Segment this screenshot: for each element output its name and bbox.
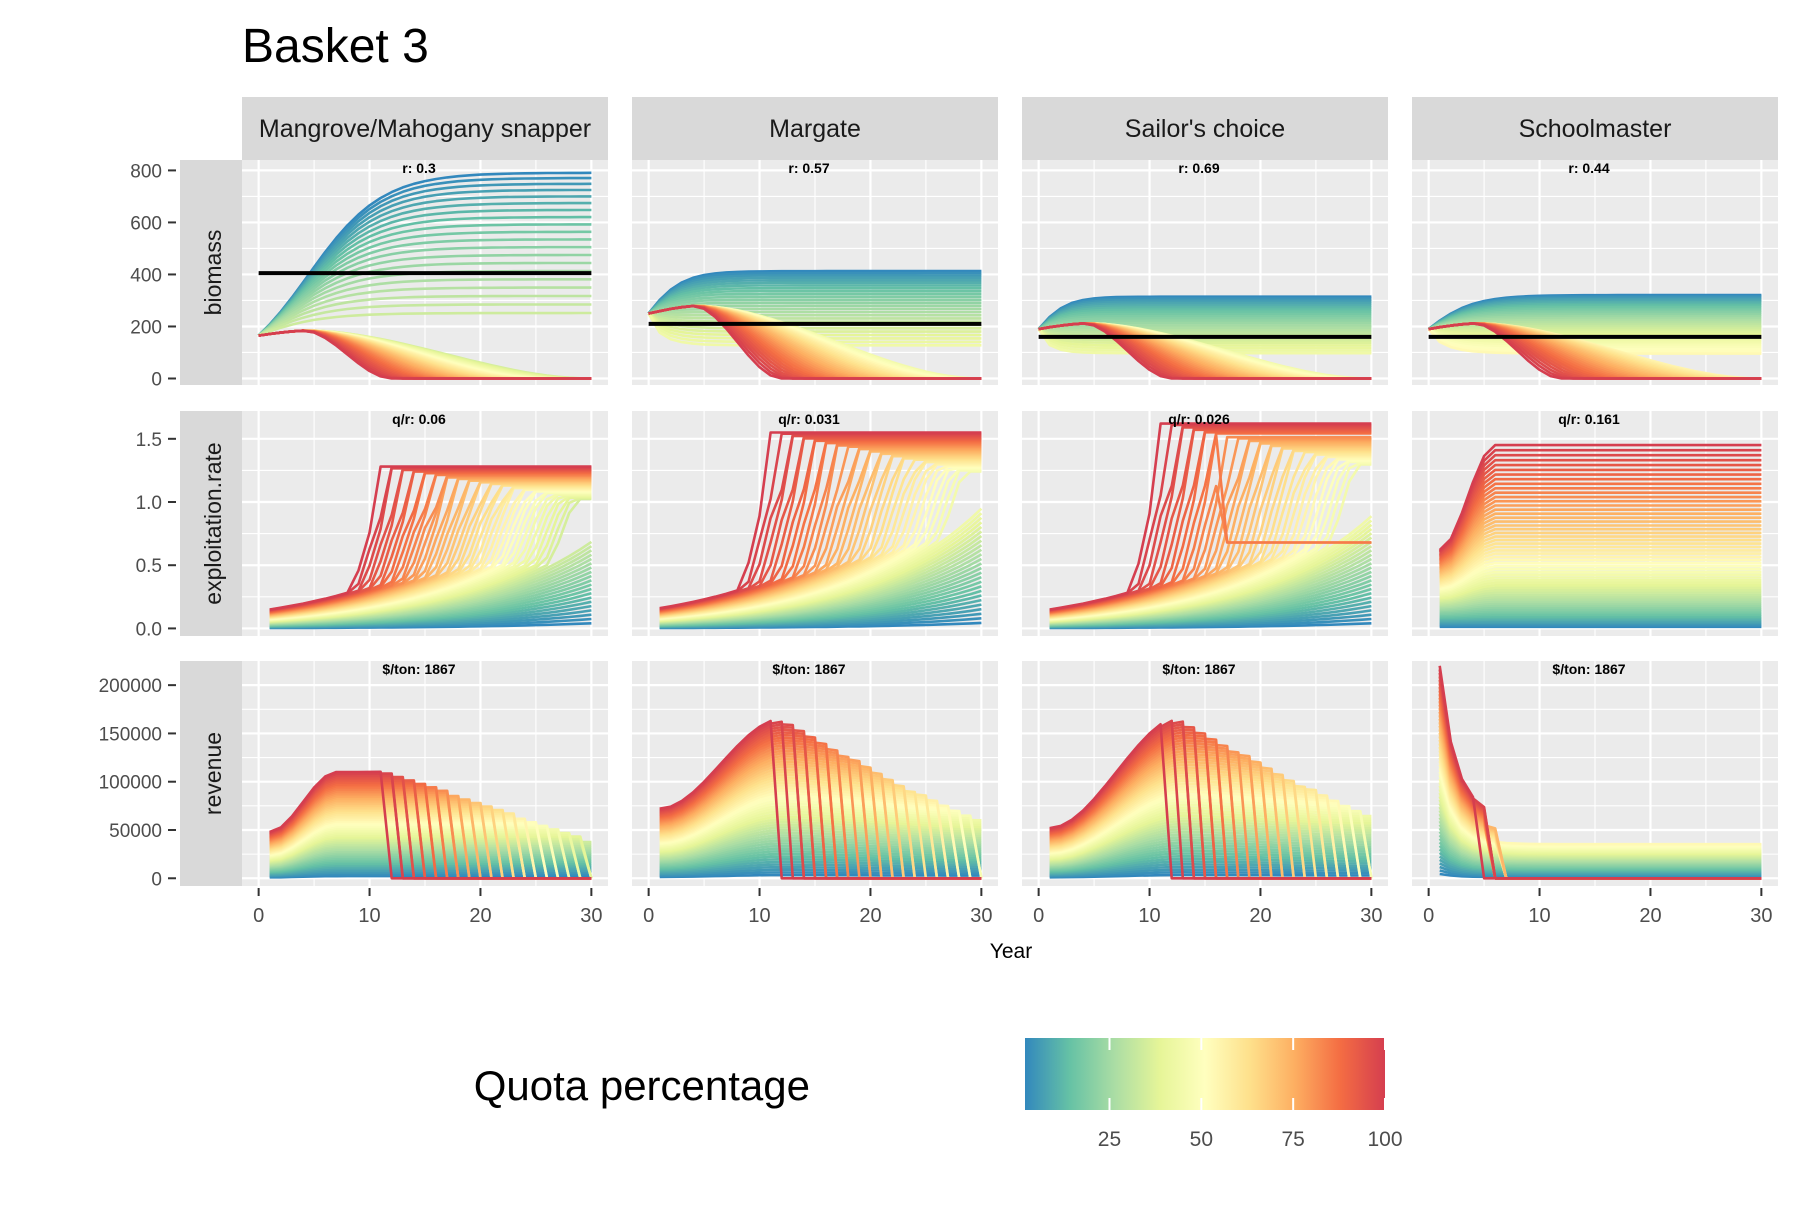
x-tick-label: 0 — [253, 905, 264, 927]
x-tick-label: 20 — [859, 905, 881, 927]
y-tick-label: 400 — [130, 265, 162, 286]
y-tick-label: 100000 — [99, 773, 162, 794]
x-tick-label: 30 — [1360, 905, 1382, 927]
series-line — [649, 312, 982, 314]
y-tick-label: 1.0 — [136, 493, 162, 514]
panel: $/ton: 1867 — [242, 661, 608, 886]
panel-annotation: r: 0.69 — [1178, 160, 1219, 176]
legend-tick-label: 75 — [1281, 1128, 1304, 1151]
x-tick-label: 20 — [1639, 905, 1661, 927]
panel: $/ton: 1867 — [1022, 661, 1388, 886]
x-tick-label: 30 — [580, 905, 602, 927]
panel: q/r: 0.161 — [1412, 411, 1778, 636]
panel: q/r: 0.026 — [1022, 411, 1388, 636]
panel-annotation: $/ton: 1867 — [1162, 661, 1235, 677]
panel-annotation: r: 0.3 — [402, 160, 436, 176]
panel-annotation: $/ton: 1867 — [772, 661, 845, 677]
x-tick-label: 10 — [358, 905, 380, 927]
column-strip-label: Schoolmaster — [1519, 115, 1672, 143]
x-tick-label: 0 — [1423, 905, 1434, 927]
legend-tick-label: 100 — [1367, 1128, 1402, 1151]
panel-annotation: r: 0.44 — [1568, 160, 1609, 176]
row-strip-label: biomass — [200, 230, 226, 316]
x-tick-label: 30 — [970, 905, 992, 927]
y-tick-label: 800 — [130, 161, 162, 182]
legend-tick-label: 50 — [1190, 1128, 1213, 1151]
series-line — [1440, 620, 1762, 621]
series-line — [1440, 616, 1762, 617]
panel-annotation: q/r: 0.06 — [392, 411, 446, 427]
panel: r: 0.44 — [1412, 160, 1778, 385]
x-axis-label: Year — [990, 940, 1032, 963]
x-tick-label: 0 — [643, 905, 654, 927]
y-tick-label: 600 — [130, 213, 162, 234]
y-tick-label: 0 — [151, 369, 162, 390]
x-tick-label: 0 — [1033, 905, 1044, 927]
x-tick-label: 20 — [1249, 905, 1271, 927]
x-tick-label: 10 — [1528, 905, 1550, 927]
panel-annotation: q/r: 0.031 — [778, 411, 840, 427]
panel: r: 0.69 — [1022, 160, 1388, 385]
column-strip-label: Sailor's choice — [1125, 115, 1285, 143]
row-strip-label: revenue — [200, 732, 226, 815]
panel-annotation: $/ton: 1867 — [382, 661, 455, 677]
series-line — [1429, 329, 1762, 330]
x-tick-label: 30 — [1750, 905, 1772, 927]
y-tick-label: 200000 — [99, 676, 162, 697]
panel: $/ton: 1867 — [1412, 661, 1778, 886]
y-tick-label: 0.0 — [136, 619, 162, 640]
legend-title: Quota percentage — [474, 1062, 810, 1109]
panel: q/r: 0.031 — [632, 411, 998, 636]
legend: Quota percentage 25 50 75 100 — [474, 1038, 1403, 1151]
row-strip-label: exploitation.rate — [200, 442, 226, 604]
column-strip-label: Margate — [769, 115, 861, 143]
x-tick-label: 20 — [469, 905, 491, 927]
legend-tick-label: 25 — [1098, 1128, 1121, 1151]
panel-annotation: q/r: 0.026 — [1168, 411, 1230, 427]
panel: r: 0.3 — [242, 160, 608, 385]
y-tick-label: 0.5 — [136, 556, 162, 577]
panel: $/ton: 1867 — [632, 661, 998, 886]
panel: r: 0.57 — [632, 160, 998, 385]
y-tick-label: 0 — [151, 869, 162, 890]
panel-annotation: q/r: 0.161 — [1558, 411, 1620, 427]
series-line — [1440, 618, 1762, 619]
column-strip-label: Mangrove/Mahogany snapper — [259, 115, 591, 143]
y-tick-label: 150000 — [99, 724, 162, 745]
panel: q/r: 0.06 — [242, 411, 608, 636]
y-tick-label: 50000 — [109, 821, 162, 842]
panel-annotation: r: 0.57 — [788, 160, 829, 176]
panel-annotation: $/ton: 1867 — [1552, 661, 1625, 677]
y-tick-label: 200 — [130, 317, 162, 338]
x-tick-label: 10 — [748, 905, 770, 927]
chart-panels: biomass0200400600800exploitation.rate0.0… — [99, 97, 1778, 927]
legend-colorbar — [1025, 1038, 1385, 1110]
series-line — [1039, 329, 1372, 330]
y-tick-label: 1.5 — [136, 430, 162, 451]
x-tick-label: 10 — [1138, 905, 1160, 927]
chart-title: Basket 3 — [242, 20, 429, 73]
